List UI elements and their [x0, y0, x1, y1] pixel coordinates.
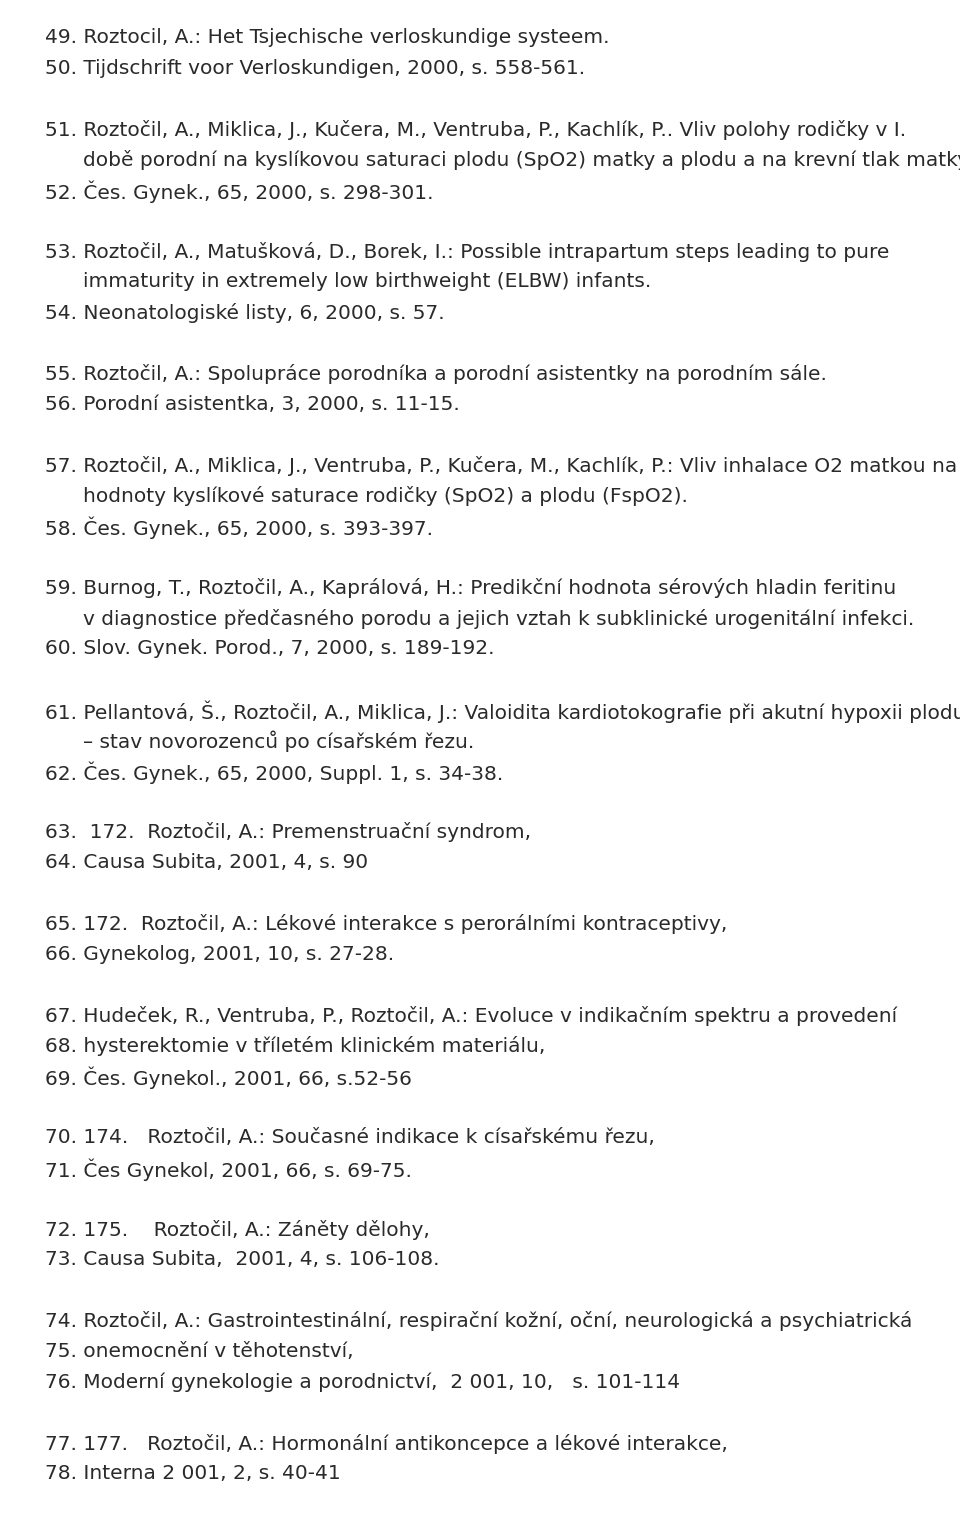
Text: 71. Čes Gynekol, 2001, 66, s. 69-75.: 71. Čes Gynekol, 2001, 66, s. 69-75.: [45, 1158, 412, 1181]
Text: 50. Tijdschrift voor Verloskundigen, 2000, s. 558-561.: 50. Tijdschrift voor Verloskundigen, 200…: [45, 58, 586, 78]
Text: 57. Roztočil, A., Miklica, J., Ventruba, P., Kučera, M., Kachlík, P.: Vliv inhal: 57. Roztočil, A., Miklica, J., Ventruba,…: [45, 455, 957, 476]
Text: 75. onemocnění v těhotenství,: 75. onemocnění v těhotenství,: [45, 1342, 353, 1361]
Text: 58. Čes. Gynek., 65, 2000, s. 393-397.: 58. Čes. Gynek., 65, 2000, s. 393-397.: [45, 517, 433, 539]
Text: 54. Neonatologiské listy, 6, 2000, s. 57.: 54. Neonatologiské listy, 6, 2000, s. 57…: [45, 303, 444, 323]
Text: 61. Pellantová, Š., Roztočil, A., Miklica, J.: Valoidita kardiotokografie při ak: 61. Pellantová, Š., Roztočil, A., Miklic…: [45, 700, 960, 723]
Text: 55. Roztočil, A.: Spolupráce porodníka a porodní asistentky na porodním sále.: 55. Roztočil, A.: Spolupráce porodníka a…: [45, 364, 827, 384]
Text: 53. Roztočil, A., Matušková, D., Borek, I.: Possible intrapartum steps leading t: 53. Roztočil, A., Matušková, D., Borek, …: [45, 242, 889, 262]
Text: době porodní na kyslíkovou saturaci plodu (SpO2) matky a plodu a na krevní tlak : době porodní na kyslíkovou saturaci plod…: [83, 151, 960, 170]
Text: 63.  172.  Roztočil, A.: Premenstruační syndrom,: 63. 172. Roztočil, A.: Premenstruační sy…: [45, 822, 531, 843]
Text: hodnoty kyslíkové saturace rodičky (SpO2) a plodu (FspO2).: hodnoty kyslíkové saturace rodičky (SpO2…: [83, 487, 688, 507]
Text: 62. Čes. Gynek., 65, 2000, Suppl. 1, s. 34-38.: 62. Čes. Gynek., 65, 2000, Suppl. 1, s. …: [45, 761, 503, 784]
Text: 56. Porodní asistentka, 3, 2000, s. 11-15.: 56. Porodní asistentka, 3, 2000, s. 11-1…: [45, 394, 460, 414]
Text: 73. Causa Subita,  2001, 4, s. 106-108.: 73. Causa Subita, 2001, 4, s. 106-108.: [45, 1250, 440, 1269]
Text: immaturity in extremely low birthweight (ELBW) infants.: immaturity in extremely low birthweight …: [83, 272, 651, 291]
Text: 59. Burnog, T., Roztočil, A., Kaprálová, H.: Predikční hodnota sérových hladin f: 59. Burnog, T., Roztočil, A., Kaprálová,…: [45, 578, 897, 598]
Text: 64. Causa Subita, 2001, 4, s. 90: 64. Causa Subita, 2001, 4, s. 90: [45, 852, 368, 872]
Text: 52. Čes. Gynek., 65, 2000, s. 298-301.: 52. Čes. Gynek., 65, 2000, s. 298-301.: [45, 181, 434, 204]
Text: 78. Interna 2 001, 2, s. 40-41: 78. Interna 2 001, 2, s. 40-41: [45, 1464, 341, 1482]
Text: 60. Slov. Gynek. Porod., 7, 2000, s. 189-192.: 60. Slov. Gynek. Porod., 7, 2000, s. 189…: [45, 639, 494, 658]
Text: 72. 175.    Roztočil, A.: Záněty dělohy,: 72. 175. Roztočil, A.: Záněty dělohy,: [45, 1219, 430, 1239]
Text: 68. hysterektomie v tříletém klinickém materiálu,: 68. hysterektomie v tříletém klinickém m…: [45, 1036, 545, 1056]
Text: 49. Roztocil, A.: Het Tsjechische verloskundige systeem.: 49. Roztocil, A.: Het Tsjechische verlos…: [45, 27, 610, 47]
Text: 66. Gynekolog, 2001, 10, s. 27-28.: 66. Gynekolog, 2001, 10, s. 27-28.: [45, 945, 395, 963]
Text: 74. Roztočil, A.: Gastrointestinální, respirační kožní, oční, neurologická a psy: 74. Roztočil, A.: Gastrointestinální, re…: [45, 1312, 912, 1332]
Text: – stav novorozenců po císařském řezu.: – stav novorozenců po císařském řezu.: [83, 731, 474, 752]
Text: 67. Hudeček, R., Ventruba, P., Roztočil, A.: Evoluce v indikačním spektru a prov: 67. Hudeček, R., Ventruba, P., Roztočil,…: [45, 1006, 898, 1026]
Text: v diagnostice předčasného porodu a jejich vztah k subklinické urogenitální infe: v diagnostice předčasného porodu a jejic…: [83, 609, 914, 629]
Text: 70. 174.   Roztočil, A.: Současné indikace k císařskému řezu,: 70. 174. Roztočil, A.: Současné indikace…: [45, 1128, 655, 1148]
Text: 69. Čes. Gynekol., 2001, 66, s.52-56: 69. Čes. Gynekol., 2001, 66, s.52-56: [45, 1067, 412, 1090]
Text: 65. 172.  Roztočil, A.: Lékové interakce s perorálními kontraceptivy,: 65. 172. Roztočil, A.: Lékové interakce …: [45, 915, 728, 935]
Text: 51. Roztočil, A., Miklica, J., Kučera, M., Ventruba, P., Kachlík, P.. Vliv poloh: 51. Roztočil, A., Miklica, J., Kučera, M…: [45, 120, 906, 140]
Text: 77. 177.   Roztočil, A.: Hormonální antikoncepce a lékové interakce,: 77. 177. Roztočil, A.: Hormonální antiko…: [45, 1434, 728, 1454]
Text: 76. Moderní gynekologie a porodnictví,  2 001, 10,   s. 101-114: 76. Moderní gynekologie a porodnictví, 2…: [45, 1373, 680, 1393]
